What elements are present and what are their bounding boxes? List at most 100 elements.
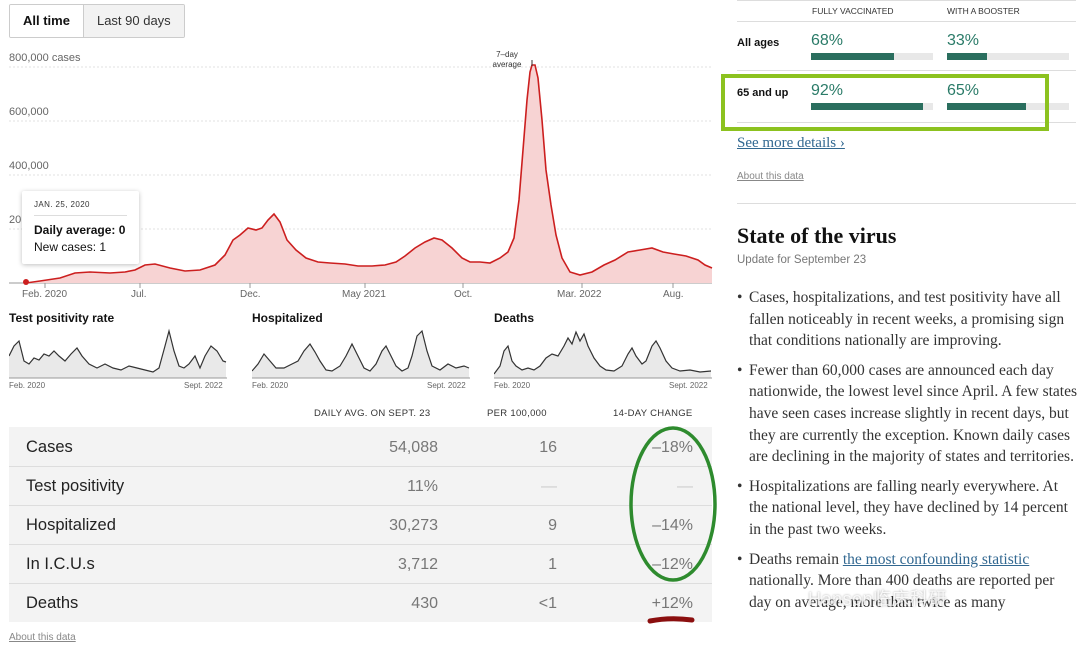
avg-label-line2: average <box>492 60 522 69</box>
x-tick-feb-2020: Feb. 2020 <box>22 289 68 300</box>
row-change: — <box>677 478 693 495</box>
cases-area <box>26 65 712 283</box>
green-circle-annotation <box>629 426 717 582</box>
row-per: — <box>541 478 557 495</box>
vacc-booster-pct: 65% <box>947 82 980 99</box>
bullet-item: Fewer than 60,000 cases are announced ea… <box>737 360 1080 468</box>
vacc-fully-pct: 68% <box>811 32 844 49</box>
row-name: Deaths <box>26 594 79 612</box>
y-tick-400k: 400,000 <box>9 160 49 172</box>
x-tick-jul: Jul. <box>131 289 147 300</box>
row-daily: 54,088 <box>389 439 438 456</box>
row-divider <box>9 466 712 467</box>
vacc-bar-fill <box>947 53 988 60</box>
bullet-text: nationally. More than 400 deaths are rep… <box>749 572 1055 611</box>
stats-table <box>9 427 712 622</box>
col-14-day-change: 14-DAY CHANGE <box>613 408 693 419</box>
row-per: 1 <box>548 556 557 573</box>
vacc-bar-fill <box>811 53 894 60</box>
row-change: +12% <box>651 595 693 612</box>
hospitalized-sparkline <box>252 329 470 379</box>
avg-label-line1: 7–day <box>496 50 518 59</box>
tooltip-divider <box>34 215 127 216</box>
vacc-col-fully: FULLY VACCINATED <box>812 6 894 16</box>
row-change: –12% <box>652 556 693 573</box>
state-of-virus-title: State of the virus <box>737 223 897 248</box>
tooltip-new-cases: New cases: 1 <box>34 240 107 254</box>
tp-x-end: Sept. 2022 <box>184 381 223 390</box>
row-name: Cases <box>26 438 73 456</box>
deaths-sparkline <box>494 330 712 379</box>
y-tick-800k: 800,000 cases <box>9 52 81 64</box>
all-time-button[interactable]: All time <box>10 5 84 37</box>
hospitalized-title: Hospitalized <box>252 311 323 325</box>
vacc-bar-track <box>811 103 933 110</box>
vacc-fully-pct: 92% <box>811 82 844 99</box>
seven-day-average-label: 7–day average <box>484 50 530 70</box>
green-highlight-box <box>721 74 1049 131</box>
cases-line <box>25 64 713 284</box>
state-bullets: Cases, hospitalizations, and test positi… <box>737 287 1080 621</box>
row-name: In I.C.U.s <box>26 555 95 573</box>
deaths-x-start: Feb. 2020 <box>494 381 531 390</box>
test-positivity-title: Test positivity rate <box>9 311 115 325</box>
vacc-bar-track <box>947 53 1069 60</box>
x-tick-may-2021: May 2021 <box>342 289 386 300</box>
row-daily: 11% <box>407 478 438 495</box>
row-daily: 30,273 <box>389 517 438 534</box>
table-row: Hospitalized 30,273 9 –14% <box>9 506 712 545</box>
last-90-days-button[interactable]: Last 90 days <box>83 5 184 37</box>
vacc-bar-track <box>947 103 1069 110</box>
red-underline-annotation <box>647 616 695 624</box>
about-data-link-left[interactable]: About this data <box>9 632 76 643</box>
watermark: Hanson临床科研 <box>808 589 948 609</box>
row-per: 9 <box>548 517 557 534</box>
deaths-x-end: Sept. 2022 <box>669 381 708 390</box>
vacc-row-label: All ages <box>737 37 780 49</box>
vacc-header-border <box>737 21 1076 22</box>
table-row: Cases 54,088 16 –18% <box>9 428 712 467</box>
col-daily-avg: DAILY AVG. ON SEPT. 23 <box>314 408 431 419</box>
row-per: 16 <box>539 439 557 456</box>
chart-tooltip: JAN. 25, 2020 Daily average: 0 New cases… <box>22 191 139 264</box>
vacc-bar-fill <box>811 103 924 110</box>
bullet-item: Cases, hospitalizations, and test positi… <box>737 287 1080 352</box>
vacc-row-border <box>737 70 1076 71</box>
section-divider <box>737 203 1076 204</box>
y-tick-200k: 20 <box>9 214 22 226</box>
vacc-bar-fill <box>947 103 1027 110</box>
x-tick-dec: Dec. <box>240 289 261 300</box>
vacc-booster-pct: 33% <box>947 32 980 49</box>
hover-point <box>23 279 29 285</box>
row-daily: 430 <box>411 595 438 612</box>
confounding-statistic-link[interactable]: the most confounding statistic <box>842 550 1030 568</box>
tp-x-start: Feb. 2020 <box>9 381 46 390</box>
vacc-bar-track <box>811 53 933 60</box>
vacc-top-border <box>737 0 1076 1</box>
bullet-item: Deaths remain the most confounding stati… <box>737 549 1080 614</box>
hosp-x-start: Feb. 2020 <box>252 381 289 390</box>
range-toggle: All time Last 90 days <box>9 4 185 38</box>
row-divider <box>9 505 712 506</box>
row-name: Hospitalized <box>26 516 116 534</box>
cases-area-chart <box>9 60 713 288</box>
update-date: Update for September 23 <box>737 254 867 266</box>
x-tick-mar-2022: Mar. 2022 <box>557 289 602 300</box>
table-row: Test positivity 11% — — <box>9 467 712 506</box>
vacc-row-border <box>737 122 1076 123</box>
test-positivity-sparkline <box>9 328 227 379</box>
row-change: –18% <box>652 439 693 456</box>
x-tick-oct: Oct. <box>454 289 473 300</box>
see-more-details-link[interactable]: See more details › <box>737 135 845 151</box>
col-per-100k: PER 100,000 <box>487 408 547 419</box>
about-data-link-right[interactable]: About this data <box>737 171 804 182</box>
tooltip-daily-average: Daily average: 0 <box>34 223 126 237</box>
deaths-title: Deaths <box>494 311 535 325</box>
bullet-text: Deaths remain <box>749 550 843 568</box>
row-daily: 3,712 <box>397 556 438 573</box>
row-divider <box>9 583 712 584</box>
row-per: <1 <box>538 595 557 612</box>
row-name: Test positivity <box>26 477 125 495</box>
row-change: –14% <box>652 517 693 534</box>
row-divider <box>9 544 712 545</box>
